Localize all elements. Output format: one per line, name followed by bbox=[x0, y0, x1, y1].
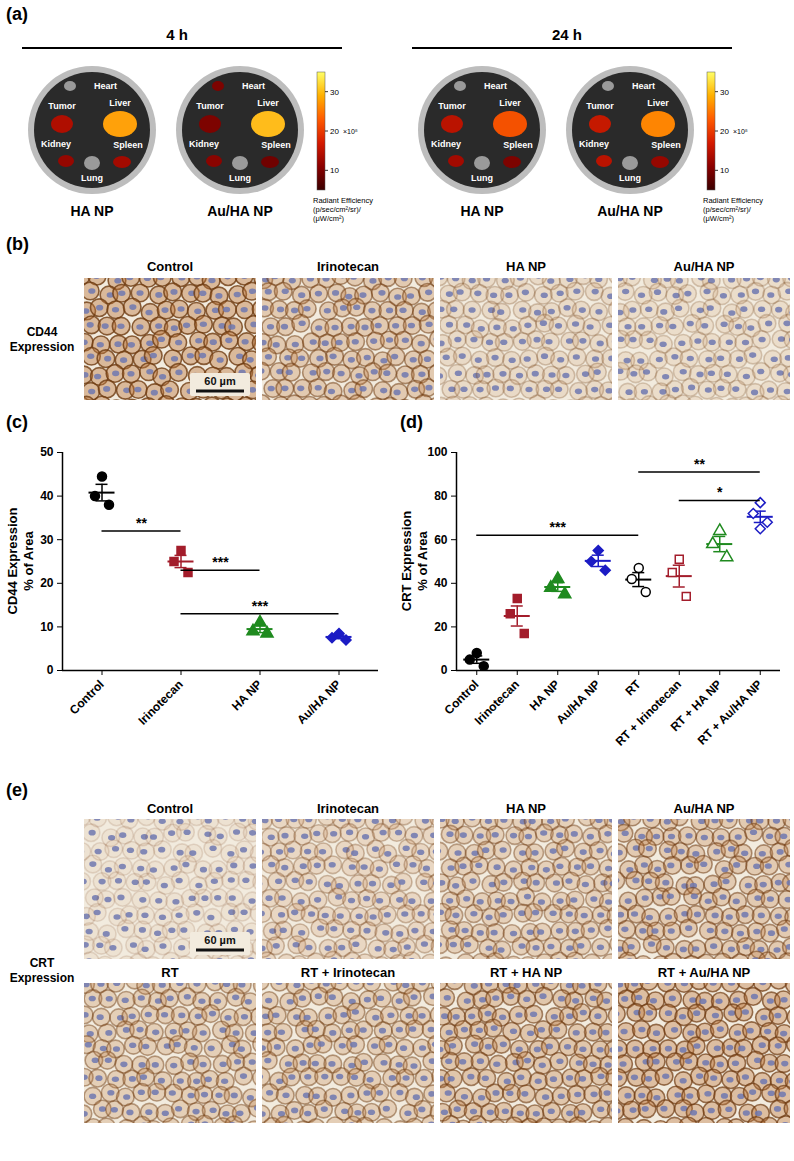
svg-text:(p/sec/cm²/sr)/: (p/sec/cm²/sr)/ bbox=[703, 205, 752, 214]
svg-text:Tumor: Tumor bbox=[586, 101, 614, 111]
svg-text:60: 60 bbox=[434, 533, 448, 547]
svg-text:24 h: 24 h bbox=[552, 26, 582, 43]
svg-text:Irinotecan: Irinotecan bbox=[472, 677, 522, 727]
svg-text:80: 80 bbox=[434, 489, 448, 503]
svg-text:30: 30 bbox=[330, 88, 339, 97]
svg-text:Spleen: Spleen bbox=[651, 140, 681, 150]
svg-text:Liver: Liver bbox=[499, 98, 521, 108]
svg-text:Heart: Heart bbox=[94, 81, 117, 91]
svg-text:100: 100 bbox=[427, 445, 447, 459]
svg-text:40: 40 bbox=[40, 489, 54, 503]
svg-text:% of Area: % of Area bbox=[21, 530, 36, 590]
svg-text:10: 10 bbox=[720, 166, 729, 175]
svg-text:RT + HA NP: RT + HA NP bbox=[667, 677, 725, 735]
svg-text:Tumor: Tumor bbox=[48, 101, 76, 111]
svg-text:*: * bbox=[717, 484, 723, 500]
svg-text:×10⁸: ×10⁸ bbox=[733, 128, 748, 135]
svg-text:RT + Irinotecan: RT + Irinotecan bbox=[613, 677, 684, 748]
svg-text:4 h: 4 h bbox=[166, 26, 188, 43]
svg-text:(d): (d) bbox=[400, 412, 423, 432]
svg-text:***: *** bbox=[212, 554, 229, 570]
svg-text:Lung: Lung bbox=[619, 173, 641, 183]
svg-text:Kidney: Kidney bbox=[189, 139, 219, 149]
svg-text:60 µm: 60 µm bbox=[204, 375, 236, 387]
svg-text:**: ** bbox=[136, 515, 147, 531]
svg-text:***: *** bbox=[252, 598, 269, 614]
svg-text:CD44Expression: CD44Expression bbox=[10, 325, 75, 354]
svg-text:Heart: Heart bbox=[242, 81, 265, 91]
svg-text:HA NP: HA NP bbox=[460, 203, 503, 219]
svg-text:30: 30 bbox=[40, 533, 54, 547]
svg-text:Kidney: Kidney bbox=[41, 139, 71, 149]
svg-text:RT: RT bbox=[622, 677, 644, 699]
svg-text:Control: Control bbox=[442, 677, 482, 717]
svg-text:HA NP: HA NP bbox=[506, 801, 546, 816]
svg-text:20: 20 bbox=[720, 127, 729, 136]
svg-text:Au/HA NP: Au/HA NP bbox=[597, 203, 663, 219]
svg-text:20: 20 bbox=[40, 576, 54, 590]
svg-text:Irinotecan: Irinotecan bbox=[317, 801, 379, 816]
svg-text:(μW/cm²): (μW/cm²) bbox=[313, 214, 344, 223]
svg-text:CD44 Expression: CD44 Expression bbox=[5, 507, 20, 614]
svg-text:×10⁸: ×10⁸ bbox=[343, 128, 358, 135]
svg-text:Au/HA NP: Au/HA NP bbox=[674, 259, 735, 274]
svg-text:**: ** bbox=[694, 456, 705, 472]
svg-text:10: 10 bbox=[330, 166, 339, 175]
svg-text:0: 0 bbox=[441, 663, 448, 677]
svg-text:***: *** bbox=[550, 519, 567, 535]
svg-text:50: 50 bbox=[40, 445, 54, 459]
svg-text:Au/HA NP: Au/HA NP bbox=[207, 203, 273, 219]
svg-text:Lung: Lung bbox=[229, 173, 251, 183]
svg-text:Irinotecan: Irinotecan bbox=[317, 259, 379, 274]
svg-text:Liver: Liver bbox=[647, 98, 669, 108]
svg-text:(b): (b) bbox=[6, 234, 29, 254]
svg-text:RT: RT bbox=[161, 965, 178, 980]
svg-text:Radiant Efficiency: Radiant Efficiency bbox=[703, 196, 763, 205]
svg-text:Liver: Liver bbox=[257, 98, 279, 108]
svg-text:RT + Au/HA NP: RT + Au/HA NP bbox=[695, 677, 765, 747]
svg-text:Au/HA NP: Au/HA NP bbox=[294, 677, 344, 727]
svg-text:Tumor: Tumor bbox=[196, 101, 224, 111]
svg-text:CRT Expression: CRT Expression bbox=[399, 511, 414, 611]
svg-text:60 µm: 60 µm bbox=[204, 934, 236, 946]
svg-text:(c): (c) bbox=[6, 412, 28, 432]
svg-text:Control: Control bbox=[67, 677, 107, 717]
svg-text:% of Area: % of Area bbox=[415, 530, 430, 590]
svg-text:HA NP: HA NP bbox=[70, 203, 113, 219]
svg-text:Kidney: Kidney bbox=[579, 139, 609, 149]
svg-text:Au/HA NP: Au/HA NP bbox=[553, 677, 603, 727]
svg-text:Control: Control bbox=[147, 801, 193, 816]
svg-text:(p/sec/cm²/sr)/: (p/sec/cm²/sr)/ bbox=[313, 205, 362, 214]
svg-text:Heart: Heart bbox=[484, 81, 507, 91]
svg-text:RT + Au/HA NP: RT + Au/HA NP bbox=[658, 965, 751, 980]
svg-text:Heart: Heart bbox=[632, 81, 655, 91]
svg-text:HA NP: HA NP bbox=[527, 677, 563, 713]
svg-text:RT + Irinotecan: RT + Irinotecan bbox=[301, 965, 395, 980]
svg-text:Kidney: Kidney bbox=[431, 139, 461, 149]
svg-text:Spleen: Spleen bbox=[503, 140, 533, 150]
svg-text:HA NP: HA NP bbox=[506, 259, 546, 274]
svg-text:30: 30 bbox=[720, 88, 729, 97]
svg-text:10: 10 bbox=[40, 620, 54, 634]
svg-text:0: 0 bbox=[47, 663, 54, 677]
svg-text:RT + HA NP: RT + HA NP bbox=[490, 965, 562, 980]
svg-text:(e): (e) bbox=[6, 780, 28, 800]
svg-text:40: 40 bbox=[434, 576, 448, 590]
svg-text:Lung: Lung bbox=[81, 173, 103, 183]
svg-text:Lung: Lung bbox=[471, 173, 493, 183]
svg-text:Spleen: Spleen bbox=[113, 140, 143, 150]
svg-text:Liver: Liver bbox=[109, 98, 131, 108]
svg-text:Radiant Efficiency: Radiant Efficiency bbox=[313, 196, 373, 205]
svg-text:Irinotecan: Irinotecan bbox=[135, 677, 185, 727]
svg-text:20: 20 bbox=[330, 127, 339, 136]
svg-text:CRTExpression: CRTExpression bbox=[10, 956, 75, 985]
svg-text:Control: Control bbox=[147, 259, 193, 274]
svg-text:HA NP: HA NP bbox=[229, 677, 265, 713]
svg-text:Au/HA NP: Au/HA NP bbox=[674, 801, 735, 816]
svg-text:(a): (a) bbox=[6, 4, 28, 24]
svg-text:(μW/cm²): (μW/cm²) bbox=[703, 214, 734, 223]
svg-text:20: 20 bbox=[434, 620, 448, 634]
svg-text:Spleen: Spleen bbox=[261, 140, 291, 150]
svg-text:Tumor: Tumor bbox=[438, 101, 466, 111]
